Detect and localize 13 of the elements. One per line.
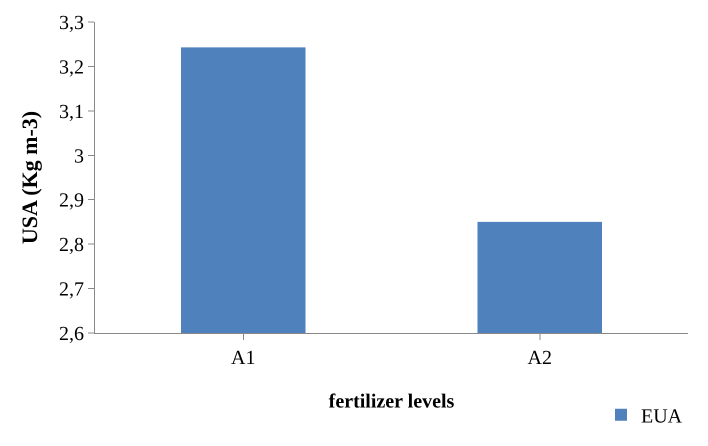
x-tick-label: A2	[528, 347, 552, 369]
x-tick-label: A1	[231, 347, 256, 369]
x-axis-title: fertilizer levels	[328, 390, 455, 412]
y-tick-label: 2,6	[59, 323, 84, 345]
y-axis-title: USA (Kg m-3)	[16, 110, 42, 244]
legend-label: EUA	[641, 406, 683, 428]
y-tick-label: 2,8	[59, 234, 84, 256]
y-tick-label: 3,1	[59, 100, 84, 123]
y-tick-label: 2,9	[59, 190, 84, 212]
y-tick-label: 3	[74, 145, 84, 168]
y-tick-label: 3,2	[59, 56, 84, 78]
y-tick-label: 3,3	[59, 12, 84, 34]
y-tick-label: 2,7	[59, 278, 84, 301]
